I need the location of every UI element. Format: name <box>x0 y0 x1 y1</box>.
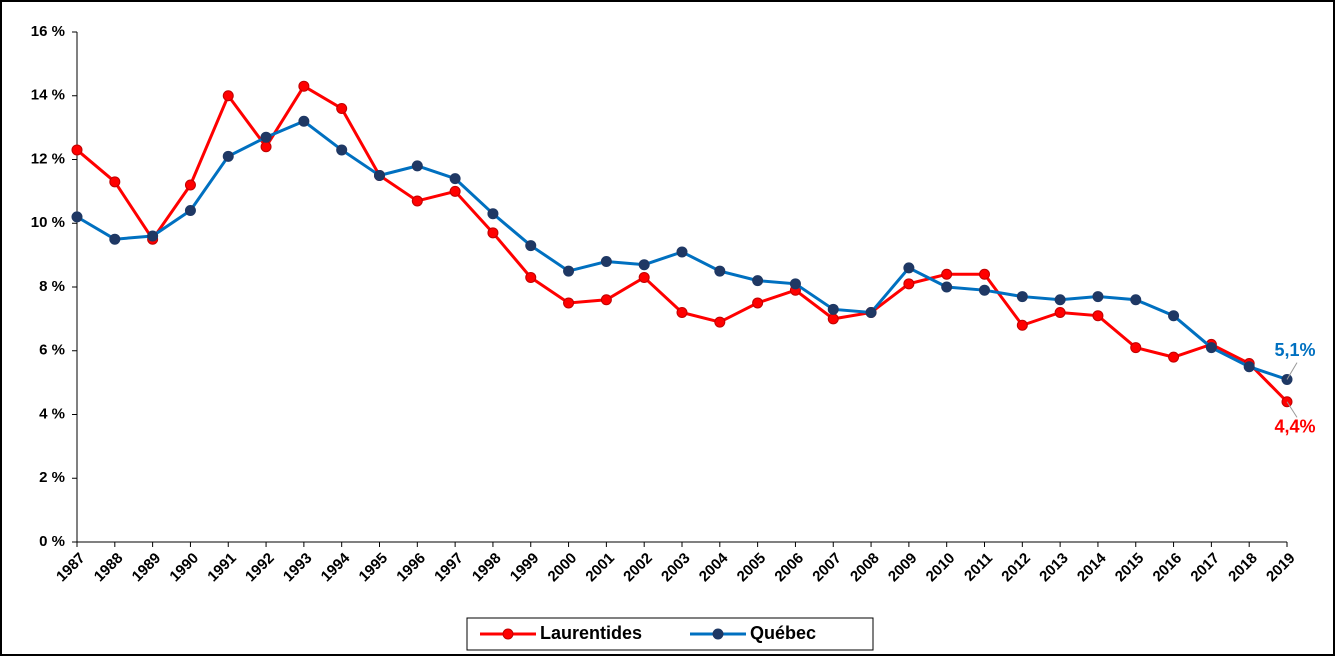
data-point <box>600 294 612 306</box>
data-point <box>941 268 953 280</box>
data-point <box>298 80 310 92</box>
data-point <box>1092 291 1104 303</box>
data-point <box>71 144 83 156</box>
data-point <box>109 176 121 188</box>
label-leader <box>1286 362 1298 380</box>
data-point <box>600 256 612 267</box>
data-point <box>147 230 159 242</box>
data-label: 4,4% <box>1274 417 1315 437</box>
data-point <box>827 303 839 315</box>
data-point <box>71 211 83 223</box>
data-point <box>903 262 915 274</box>
y-tick-label: 2 % <box>39 469 65 486</box>
data-point <box>789 278 801 290</box>
data-point <box>336 103 348 114</box>
y-tick-label: 0 % <box>39 533 65 550</box>
data-point <box>487 227 499 239</box>
legend-marker <box>712 628 724 640</box>
data-point <box>1130 342 1142 354</box>
data-point <box>184 205 196 216</box>
y-tick-label: 6 % <box>39 342 65 359</box>
data-point <box>563 265 575 277</box>
data-point <box>979 284 990 296</box>
y-tick-label: 14 % <box>31 87 65 104</box>
data-point <box>525 240 537 252</box>
data-point <box>1016 319 1028 331</box>
data-point <box>109 233 121 245</box>
label-leader <box>1286 401 1298 418</box>
data-point <box>298 115 310 127</box>
data-point <box>827 313 839 325</box>
data-point <box>525 271 537 283</box>
data-point <box>1054 307 1066 318</box>
y-tick-label: 4 % <box>39 405 65 422</box>
y-tick-label: 12 % <box>31 150 65 167</box>
data-point <box>941 281 953 293</box>
data-point <box>487 208 499 220</box>
data-point <box>638 271 650 283</box>
data-point <box>752 275 764 287</box>
data-point <box>222 150 234 162</box>
data-point <box>260 131 272 143</box>
data-point <box>1016 291 1028 303</box>
data-point <box>865 307 877 318</box>
data-point <box>374 169 385 181</box>
data-point <box>411 160 423 172</box>
legend-marker <box>502 628 514 640</box>
data-point <box>1168 351 1180 363</box>
data-point <box>714 316 726 328</box>
y-tick-label: 10 % <box>31 214 65 231</box>
data-point <box>979 268 990 280</box>
data-point <box>260 141 272 153</box>
data-point <box>714 265 726 277</box>
data-point <box>449 185 461 197</box>
legend-label: Laurentides <box>540 623 642 643</box>
data-point <box>411 195 423 207</box>
data-point <box>1243 361 1255 373</box>
data-point <box>903 278 915 290</box>
y-tick-label: 16 % <box>31 23 65 40</box>
data-point <box>752 297 764 309</box>
data-label: 5,1% <box>1274 340 1315 360</box>
data-point <box>336 144 348 156</box>
legend-label: Québec <box>750 623 816 643</box>
data-point <box>638 259 650 271</box>
data-point <box>563 297 575 309</box>
data-point <box>1168 310 1180 322</box>
data-point <box>449 173 461 185</box>
data-point <box>1054 294 1066 306</box>
data-point <box>1130 294 1142 306</box>
data-point <box>184 179 196 191</box>
data-point <box>1205 342 1217 354</box>
data-point <box>676 246 688 258</box>
data-point <box>1092 310 1104 322</box>
y-tick-label: 8 % <box>39 278 65 295</box>
data-point <box>676 307 688 318</box>
data-point <box>222 90 234 102</box>
